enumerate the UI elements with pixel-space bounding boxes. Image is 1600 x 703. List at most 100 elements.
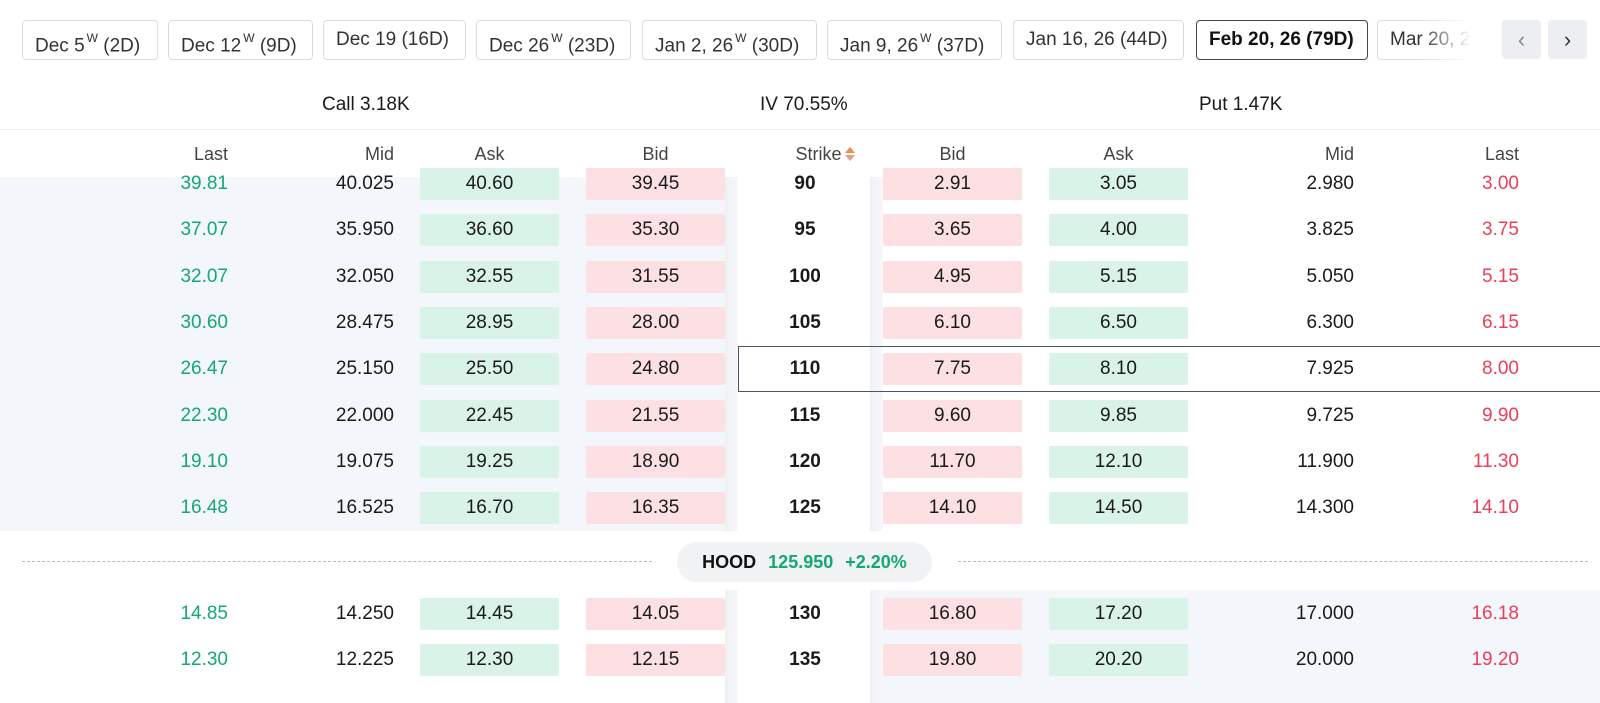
call-mid-cell: 22.000 <box>335 404 394 426</box>
put-ask-cell[interactable]: 8.10 <box>1049 353 1188 386</box>
days-to-expiry: (79D) <box>1306 29 1354 50</box>
call-mid-cell: 32.050 <box>335 265 394 287</box>
expiration-tab[interactable]: Jan 2, 26 W (30D) <box>642 20 817 60</box>
strike-cell: 135 <box>789 649 821 671</box>
weekly-marker: W <box>86 31 98 45</box>
put-ask-cell[interactable]: 4.00 <box>1049 214 1188 247</box>
put-ask-cell[interactable]: 9.85 <box>1049 399 1188 432</box>
put-ask-cell[interactable]: 3.05 <box>1049 168 1188 200</box>
option-row[interactable]: 19.10 19.075 19.25 18.90 120 11.70 12.10 11.900… <box>0 439 1600 485</box>
expiration-tab[interactable]: Dec 19 (16D) <box>323 20 466 60</box>
sort-icon[interactable] <box>844 146 855 162</box>
call-bid-cell[interactable]: 16.35 <box>586 492 725 525</box>
call-ask-cell[interactable]: 22.45 <box>420 399 559 432</box>
expiration-date: Jan 2, 26 <box>655 35 734 57</box>
put-bid-cell[interactable]: 16.80 <box>883 598 1022 630</box>
put-ask-cell[interactable]: 5.15 <box>1049 260 1188 293</box>
call-mid-cell: 14.250 <box>335 603 394 624</box>
option-row[interactable]: 39.81 40.025 40.60 39.45 90 2.91 3.05 2.980 3.00 <box>0 161 1600 207</box>
option-row[interactable]: 26.47 25.150 25.50 24.80 110 7.75 8.10 7.925 8.0… <box>0 346 1600 393</box>
call-ask-cell[interactable]: 36.60 <box>420 214 559 247</box>
put-bid-cell[interactable]: 2.91 <box>883 168 1022 200</box>
option-row[interactable]: 37.07 35.950 36.60 35.30 95 3.65 4.00 3.825 3.75 <box>0 207 1600 253</box>
call-ask-cell[interactable]: 12.30 <box>420 644 559 677</box>
call-bid-cell[interactable]: 24.80 <box>586 353 725 386</box>
call-ask-cell[interactable]: 19.25 <box>420 445 559 478</box>
put-bid-cell[interactable]: 7.75 <box>883 353 1022 386</box>
call-ask-cell[interactable]: 25.50 <box>420 353 559 386</box>
strike-cell: 115 <box>789 404 821 426</box>
put-ask-cell[interactable]: 12.10 <box>1049 445 1188 478</box>
put-ask-cell[interactable]: 17.20 <box>1049 598 1188 630</box>
tabs-fade <box>1420 20 1480 60</box>
strike-divider-left-lower <box>725 590 738 703</box>
option-row[interactable]: 12.30 12.225 12.30 12.15 135 19.80 20.20 20.000… <box>0 637 1600 683</box>
put-ask-cell[interactable]: 20.20 <box>1049 644 1188 677</box>
call-ask-cell[interactable]: 28.95 <box>420 306 559 339</box>
put-bid-cell[interactable]: 9.60 <box>883 399 1022 432</box>
call-bid-cell[interactable]: 28.00 <box>586 306 725 339</box>
header-strike[interactable]: Strike <box>760 144 890 165</box>
chevron-right-icon[interactable]: › <box>1548 20 1587 59</box>
call-bid-cell[interactable]: 12.15 <box>586 644 725 677</box>
expiration-tab[interactable]: Jan 9, 26 W (37D) <box>827 20 1002 60</box>
dashed-line-right <box>958 561 1588 562</box>
weekly-marker: W <box>551 31 563 45</box>
implied-volatility: IV 70.55% <box>760 94 848 115</box>
call-volume: Call 3.18K <box>322 94 410 115</box>
put-bid-cell[interactable]: 3.65 <box>883 214 1022 247</box>
option-row[interactable]: 30.60 28.475 28.95 28.00 105 6.10 6.50 6.300 6.1… <box>0 300 1600 346</box>
put-last-cell: 3.00 <box>1482 173 1519 194</box>
put-last-cell: 11.30 <box>1472 450 1519 472</box>
put-mid-cell: 7.925 <box>1306 358 1354 380</box>
call-bid-cell[interactable]: 21.55 <box>586 399 725 432</box>
call-mid-cell: 12.225 <box>335 649 394 671</box>
call-ask-cell[interactable]: 14.45 <box>420 598 559 630</box>
put-last-cell: 14.10 <box>1471 497 1519 519</box>
put-bid-cell[interactable]: 6.10 <box>883 306 1022 339</box>
call-bid-cell[interactable]: 35.30 <box>586 214 725 247</box>
expiration-tab[interactable]: Dec 12 W (9D) <box>168 20 313 60</box>
put-last-cell: 9.90 <box>1482 404 1519 426</box>
weekly-marker: W <box>243 31 255 45</box>
option-row[interactable]: 16.48 16.525 16.70 16.35 125 14.10 14.50 14.300… <box>0 485 1600 531</box>
put-last-cell: 16.18 <box>1471 603 1519 624</box>
header-call-bid: Bid <box>642 144 669 164</box>
days-to-expiry: (37D) <box>936 35 985 57</box>
call-bid-cell[interactable]: 31.55 <box>586 260 725 293</box>
chevron-left-icon[interactable]: ‹ <box>1502 20 1541 59</box>
put-mid-cell: 2.980 <box>1306 173 1354 194</box>
put-volume: Put 1.47K <box>1199 94 1283 115</box>
option-row[interactable]: 22.30 22.000 22.45 21.55 115 9.60 9.85 9.725 9.9… <box>0 393 1600 439</box>
put-bid-cell[interactable]: 11.70 <box>883 445 1022 478</box>
put-ask-cell[interactable]: 14.50 <box>1049 492 1188 525</box>
call-mid-cell: 35.950 <box>335 219 394 241</box>
call-bid-cell[interactable]: 18.90 <box>586 445 725 478</box>
header-call-mid: Mid <box>364 144 394 164</box>
put-bid-cell[interactable]: 4.95 <box>883 260 1022 293</box>
put-mid-cell: 5.050 <box>1306 265 1354 287</box>
expiration-tab[interactable]: Feb 20, 26 (79D) <box>1196 20 1368 60</box>
put-bid-cell[interactable]: 14.10 <box>883 492 1022 525</box>
dashed-line-left <box>22 561 652 562</box>
expiration-date: Dec 5 <box>35 35 85 57</box>
days-to-expiry: (16D) <box>401 29 449 50</box>
put-bid-cell[interactable]: 19.80 <box>883 644 1022 677</box>
put-ask-cell[interactable]: 6.50 <box>1049 306 1188 339</box>
expiration-tab[interactable]: Jan 16, 26 (44D) <box>1013 20 1184 60</box>
call-ask-cell[interactable]: 40.60 <box>420 168 559 200</box>
option-row[interactable]: 14.85 14.250 14.45 14.05 130 16.80 17.20 17.000… <box>0 591 1600 637</box>
expiration-tab[interactable]: Dec 26 W (23D) <box>476 20 631 60</box>
weekly-marker: W <box>735 31 747 45</box>
days-to-expiry: (23D) <box>567 35 616 57</box>
header-call-last: Last <box>193 144 228 164</box>
call-bid-cell[interactable]: 39.45 <box>586 168 725 200</box>
option-row[interactable]: 32.07 32.050 32.55 31.55 100 4.95 5.15 5.050 5.1… <box>0 254 1600 300</box>
header-put-mid: Mid <box>1324 144 1354 164</box>
call-ask-cell[interactable]: 16.70 <box>420 492 559 525</box>
call-bid-cell[interactable]: 14.05 <box>586 598 725 630</box>
call-mid-cell: 25.150 <box>335 358 394 380</box>
call-ask-cell[interactable]: 32.55 <box>420 260 559 293</box>
